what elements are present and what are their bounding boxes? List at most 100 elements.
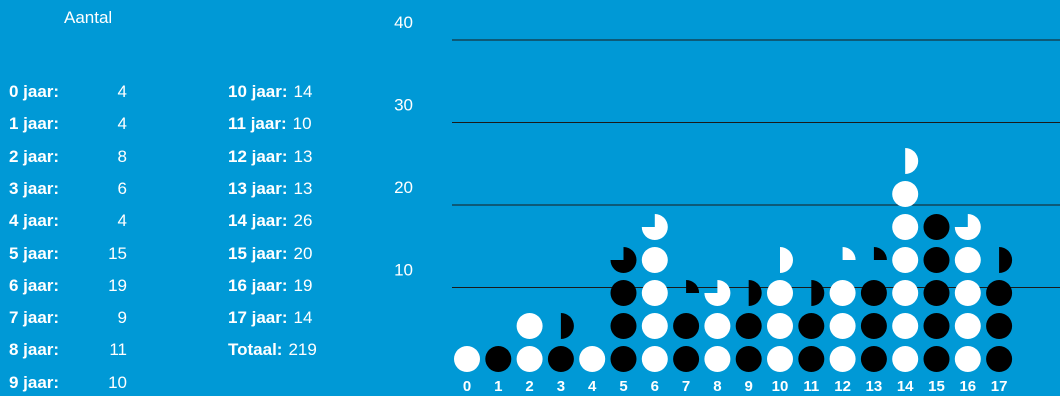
- bar-circle: [986, 280, 1013, 306]
- bar-circle: [954, 346, 981, 372]
- bar-partial-circle: [905, 148, 919, 174]
- bar-partial-circle: [873, 247, 887, 260]
- bar-circle: [798, 313, 825, 339]
- legend-row: Totaal: 219: [228, 339, 317, 361]
- x-tick-label: 6: [651, 378, 659, 395]
- legend-label: 7 jaar:: [9, 308, 60, 328]
- legend-row: 9 jaar: 10: [9, 372, 127, 394]
- legend-value: 14: [293, 82, 313, 101]
- chart-title: Aantal: [64, 8, 113, 27]
- legend-value: 20: [293, 243, 313, 263]
- y-tick-label: 30: [394, 96, 413, 115]
- bar-circle: [892, 247, 919, 273]
- x-tick-label: 11: [803, 378, 819, 395]
- bar-circle: [860, 280, 887, 306]
- x-tick-label: 12: [834, 378, 851, 395]
- legend-label: 5 jaar:: [9, 243, 60, 263]
- bar-partial-circle: [954, 214, 981, 240]
- bar-circle: [547, 346, 574, 372]
- legend-row: 4 jaar: 4: [9, 210, 127, 232]
- bar-circle: [735, 346, 762, 372]
- bar-circle: [892, 214, 919, 240]
- bar-circle: [767, 280, 793, 306]
- x-tick-label: 10: [772, 378, 789, 395]
- bar-circle: [954, 313, 981, 339]
- bar-partial-circle: [641, 214, 668, 240]
- y-tick-label: 40: [394, 13, 413, 32]
- bar-circle: [641, 280, 668, 306]
- x-tick-label: 2: [525, 378, 533, 395]
- x-tick-label: 3: [557, 378, 565, 395]
- bar-circle: [767, 313, 793, 339]
- x-tick-label: 5: [619, 378, 627, 395]
- legend-value: 13: [293, 178, 313, 198]
- legend-value: 4: [117, 211, 127, 231]
- legend-value: 15: [108, 243, 127, 263]
- bar-circle: [767, 346, 793, 372]
- legend-label: 13 jaar:: [228, 178, 288, 198]
- y-tick-label: 10: [394, 261, 413, 280]
- legend-value: 9: [117, 308, 127, 328]
- legend-value: 10: [108, 372, 127, 392]
- x-tick-label: 13: [866, 378, 883, 395]
- legend-row: 5 jaar: 15: [9, 243, 127, 265]
- bar-circle: [735, 313, 762, 339]
- bar-circle: [829, 313, 856, 339]
- bar-circle: [892, 313, 919, 339]
- bar-circle: [986, 313, 1013, 339]
- x-tick-label: 16: [959, 378, 976, 395]
- bar-circle: [860, 346, 887, 372]
- bar-circle: [641, 313, 668, 339]
- bar-circle: [516, 313, 543, 339]
- legend-value: 4: [117, 82, 127, 101]
- legend-row: 13 jaar: 13: [228, 178, 312, 200]
- bar-partial-circle: [811, 280, 825, 306]
- legend-row: 11 jaar: 10: [228, 113, 312, 135]
- bar-circle: [892, 346, 919, 372]
- legend-row: 3 jaar: 6: [9, 178, 127, 200]
- legend-label: 16 jaar:: [228, 275, 288, 295]
- legend-label: 0 jaar:: [9, 82, 60, 101]
- bar-circle: [923, 313, 950, 339]
- x-tick-label: 7: [682, 378, 690, 395]
- legend-label: 4 jaar:: [9, 211, 60, 231]
- bar-partial-circle: [560, 313, 574, 339]
- legend-row: 10 jaar: 14: [228, 81, 312, 103]
- x-tick-label: 4: [588, 378, 597, 395]
- bar-circle: [954, 247, 981, 273]
- legend-row: 12 jaar: 13: [228, 146, 312, 168]
- legend-row: 2 jaar: 8: [9, 146, 127, 168]
- bar-circle: [673, 313, 700, 339]
- bar-circle: [829, 346, 856, 372]
- bar-partial-circle: [999, 247, 1013, 273]
- legend-value: 10: [292, 114, 312, 134]
- bar-partial-circle: [748, 280, 762, 306]
- bar-partial-circle: [686, 280, 700, 293]
- legend-label: 8 jaar:: [9, 340, 60, 360]
- bar-partial-circle: [842, 247, 856, 260]
- legend-value: 4: [117, 114, 127, 134]
- bar-circle: [641, 346, 668, 372]
- bar-circle: [485, 346, 512, 372]
- legend-label: 6 jaar:: [9, 275, 60, 295]
- bar-circle: [454, 346, 480, 372]
- bar-circle: [579, 346, 606, 372]
- bar-circle: [923, 280, 950, 306]
- bar-circle: [923, 214, 950, 240]
- legend-label: 17 jaar:: [228, 308, 288, 328]
- legend-row: 16 jaar: 19: [228, 275, 312, 297]
- legend-value: 26: [293, 211, 313, 231]
- legend-label: 12 jaar:: [228, 146, 288, 166]
- legend-value: 19: [108, 275, 127, 295]
- legend-value: 219: [288, 340, 317, 360]
- legend-label: 3 jaar:: [9, 178, 60, 198]
- bar-circle: [829, 280, 856, 306]
- bar-circle: [892, 280, 919, 306]
- y-tick-label: 20: [394, 178, 413, 197]
- x-tick-label: 14: [897, 378, 914, 395]
- legend-label: 2 jaar:: [9, 146, 60, 166]
- bar-circle: [673, 346, 700, 372]
- legend-label: 15 jaar:: [228, 243, 288, 263]
- x-tick-label: 9: [745, 378, 753, 395]
